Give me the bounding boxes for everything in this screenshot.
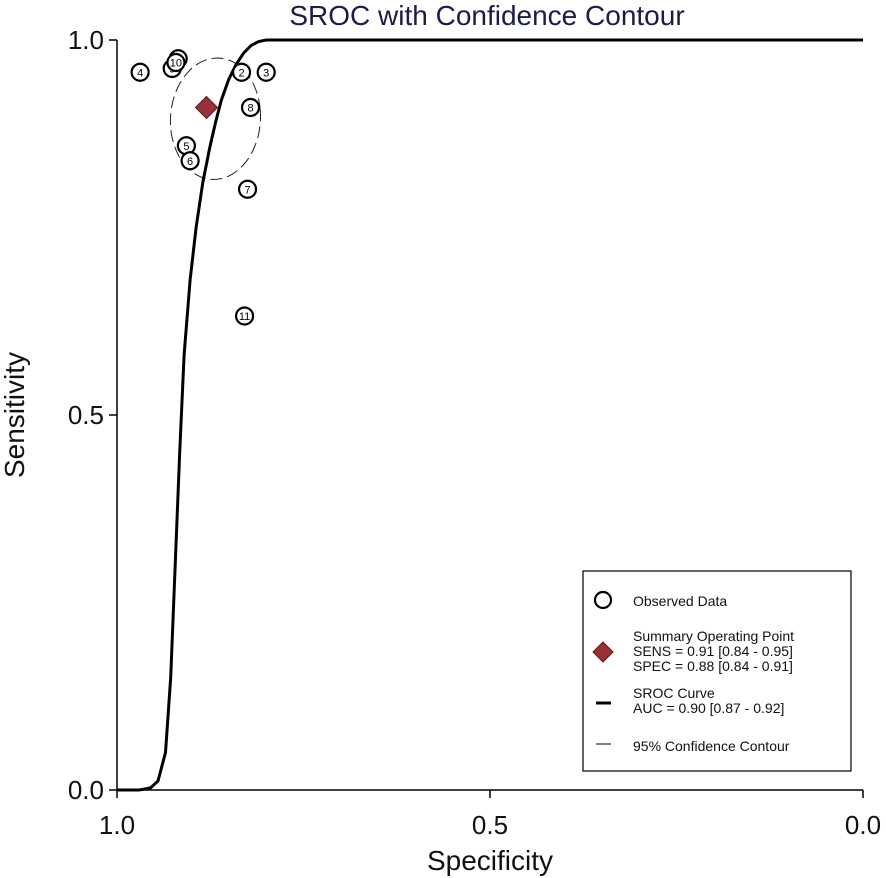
y-tick-label: 1.0 [68, 25, 104, 55]
x-axis-label: Specificity [427, 845, 553, 876]
y-ticks: 0.0 0.5 1.0 [68, 25, 117, 805]
observed-point-label: 5 [183, 141, 189, 153]
x-ticks: 1.0 0.5 0.0 [99, 790, 881, 840]
observed-point-label: 3 [263, 67, 269, 79]
confidence-contour [169, 57, 261, 181]
observed-point-label: 6 [187, 156, 193, 168]
observed-points: 1234567891011 [130, 49, 276, 326]
y-axis-label: Sensitivity [0, 352, 30, 478]
legend-text: SROC Curve [633, 685, 715, 701]
legend-text: SPEC = 0.88 [0.84 - 0.91] [633, 658, 793, 674]
observed-point-5: 5 [176, 136, 196, 156]
observed-point-label: 2 [239, 67, 245, 79]
observed-point-2: 2 [231, 62, 252, 82]
legend-text: Observed Data [633, 593, 727, 609]
observed-point-4: 4 [130, 62, 150, 82]
legend-text: Summary Operating Point [633, 628, 794, 644]
observed-point-label: 4 [137, 67, 143, 79]
x-tick-label: 0.5 [472, 810, 508, 840]
observed-point-11: 11 [234, 306, 255, 326]
legend-box [582, 570, 852, 772]
observed-point-label: 11 [239, 311, 250, 323]
observed-point-7: 7 [237, 179, 258, 199]
observed-point-label: 10 [170, 58, 182, 70]
legend-item-thin-line: 95% Confidence Contour [596, 738, 790, 754]
legend-text: SENS = 0.91 [0.84 - 0.95] [633, 643, 793, 659]
observed-point-label: 7 [244, 184, 250, 196]
observed-point-8: 8 [240, 97, 261, 118]
legend-item-circle: Observed Data [593, 590, 727, 610]
legend-text: AUC = 0.90 [0.87 - 0.92] [633, 700, 784, 716]
summary-operating-point [194, 95, 219, 120]
observed-point-label: 8 [247, 103, 253, 115]
observed-point-10: 10 [166, 52, 186, 73]
legend: Observed Data Summary Operating PointSENS… [582, 570, 852, 772]
observed-point-6: 6 [180, 151, 200, 171]
observed-point-3: 3 [256, 62, 276, 82]
chart-title: SROC with Confidence Contour [289, 0, 684, 31]
legend-text: 95% Confidence Contour [633, 738, 790, 754]
y-tick-label: 0.5 [68, 400, 104, 430]
x-tick-label: 1.0 [99, 810, 135, 840]
y-tick-label: 0.0 [68, 775, 104, 805]
x-tick-label: 0.0 [845, 810, 881, 840]
sroc-curve [117, 38, 863, 792]
